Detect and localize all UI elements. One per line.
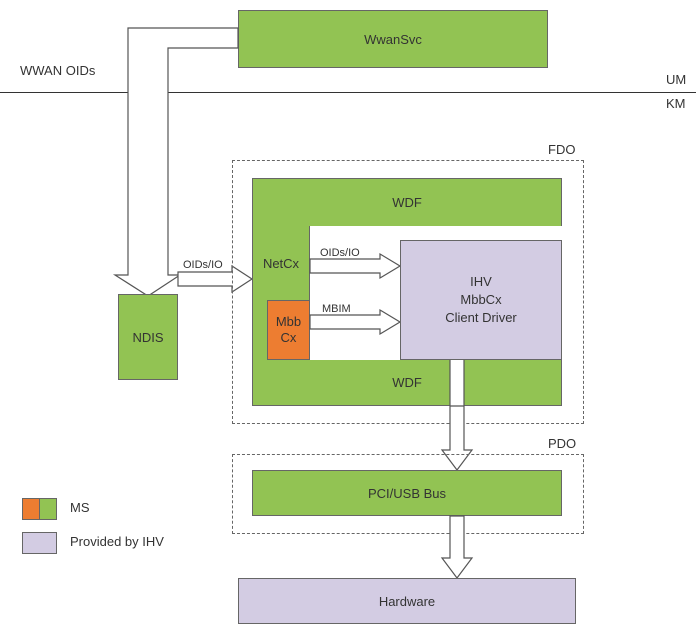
node-wdf-bot: WDF [252,360,562,406]
label-um: UM [666,72,686,87]
arrow-bus-to-hw [440,516,474,582]
label-km: KM [666,96,686,111]
node-netcx: NetCx [252,226,310,300]
node-ihv-label: IHV MbbCx Client Driver [445,273,517,328]
node-netcx-label: NetCx [263,256,299,271]
label-mbim: MBIM [322,303,351,315]
node-pciusb-label: PCI/USB Bus [368,486,446,501]
node-ndis: NDIS [118,294,178,380]
node-hardware: Hardware [238,578,576,624]
legend-ihv-label: Provided by IHV [70,534,164,549]
node-mbbcx-label: Mbb Cx [276,314,301,345]
legend-ms-green [39,498,57,520]
label-oids-io-outer: OIDs/IO [183,259,223,271]
node-netcx-side [252,300,267,360]
group-pdo-label: PDO [548,436,576,451]
node-wwansvc-label: WwanSvc [364,32,422,47]
legend-ms-label: MS [70,500,90,515]
node-mbbcx: Mbb Cx [267,300,310,360]
node-hardware-label: Hardware [379,594,435,609]
node-ndis-label: NDIS [132,330,163,345]
group-fdo-label: FDO [548,142,575,157]
legend-ihv-lilac [22,532,57,554]
node-wdf-top-label: WDF [392,195,422,210]
label-oids-io-inner: OIDs/IO [320,247,360,259]
node-ihv: IHV MbbCx Client Driver [400,240,562,360]
node-pciusb: PCI/USB Bus [252,470,562,516]
node-wdf-bot-label: WDF [392,375,422,390]
node-wdf-top: WDF [252,178,562,226]
